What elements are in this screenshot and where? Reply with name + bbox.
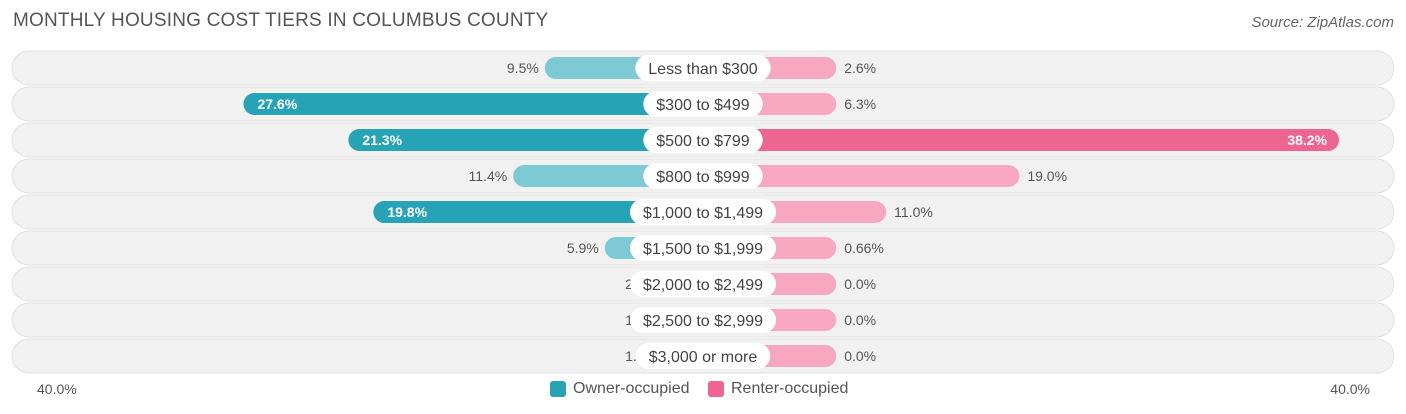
category-label: $1,000 to $1,499 [643,205,763,222]
category-pill [643,127,763,153]
renter-bar [703,165,1020,187]
category-label: $300 to $499 [656,97,750,114]
chart-source: Source: ZipAtlas.com [1251,14,1394,31]
owner-value-label: 19.8% [387,204,427,220]
category-label: $1,500 to $1,999 [643,241,763,258]
chart-plot: 9.5% 2.6% Less than $300 27.6% 6.3% $300 to $… [11,50,1395,374]
legend-swatch-owner [550,381,566,397]
axis-right-label: 40.0% [1330,381,1370,397]
legend-item-owner: Owner-occupied [550,380,690,398]
renter-value-label: 0.0% [844,276,876,292]
category-pill [643,91,763,117]
category-label: $500 to $799 [656,133,750,150]
renter-bar [703,129,1340,151]
renter-value-label: 19.0% [1027,168,1067,184]
legend-swatch-renter [708,381,724,397]
category-label: $2,500 to $2,999 [643,313,763,330]
category-pill [629,307,777,333]
owner-bar [373,201,703,223]
renter-value-label: 2.6% [844,60,876,76]
renter-value-label: 38.2% [1287,132,1327,148]
category-pill [635,343,771,369]
renter-value-label: 6.3% [844,96,876,112]
renter-value-label: 0.66% [844,240,884,256]
legend: Owner-occupied Renter-occupied [0,380,1406,400]
axis-left-label: 40.0% [37,381,77,397]
category-label: Less than $300 [648,61,758,78]
owner-value-label: 5.9% [567,240,599,256]
category-label: $3,000 or more [649,349,758,366]
category-label: $800 to $999 [656,169,750,186]
owner-value-label: 9.5% [507,60,539,76]
renter-value-label: 0.0% [844,348,876,364]
owner-bar [243,93,703,115]
category-pill [629,199,777,225]
renter-value-label: 11.0% [894,204,933,220]
category-pill [629,235,777,261]
owner-bar [348,129,703,151]
owner-value-label: 21.3% [362,132,402,148]
legend-label-renter: Renter-occupied [731,380,849,397]
category-pill [635,55,771,81]
owner-value-label: 27.6% [257,96,297,112]
owner-value-label: 11.4% [469,168,508,184]
renter-value-label: 0.0% [844,312,876,328]
legend-item-renter: Renter-occupied [708,380,848,398]
category-pill [629,271,777,297]
category-label: $2,000 to $2,499 [643,277,763,294]
category-pill [643,163,763,189]
legend-label-owner: Owner-occupied [573,380,690,397]
chart-title: MONTHLY HOUSING COST TIERS IN COLUMBUS C… [13,10,549,31]
